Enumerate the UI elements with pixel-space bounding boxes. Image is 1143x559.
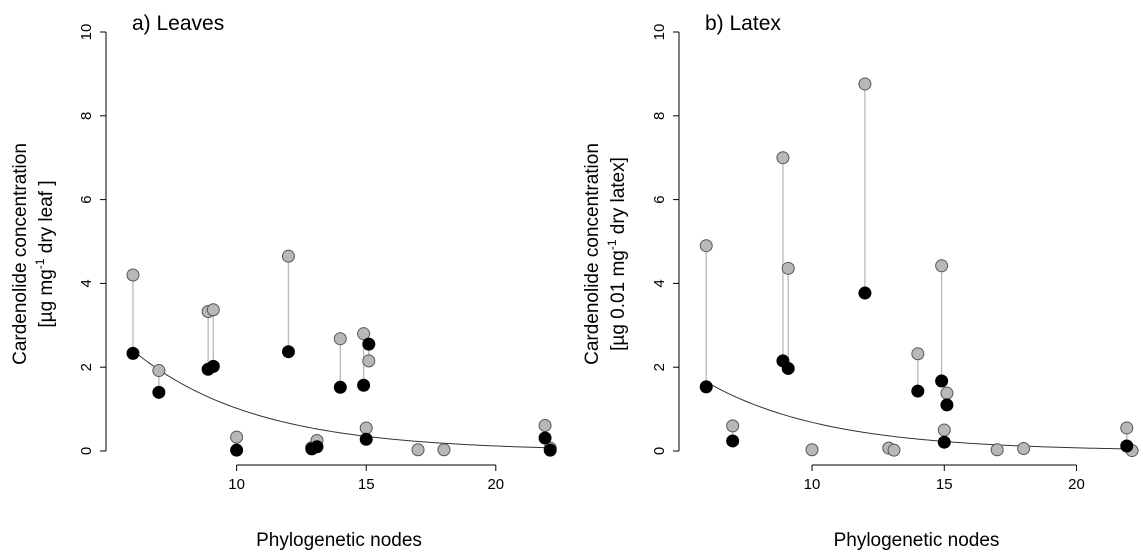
x-tick-label: 20 <box>487 476 504 493</box>
panel-latex: 0 2 4 6 8 10 10 15 20 b) Latex Phylogenetic nodes C… <box>582 12 1139 551</box>
data-point-black <box>538 431 552 445</box>
data-point-black <box>937 435 951 449</box>
data-point-grey <box>1017 441 1031 455</box>
y-tick-label: 0 <box>78 447 95 455</box>
data-point-grey <box>911 347 925 361</box>
y-tick-label: 10 <box>78 24 95 41</box>
y-tick-label: 2 <box>651 363 668 371</box>
fit-curve <box>132 350 548 449</box>
y-tick-label: 6 <box>78 195 95 203</box>
y-axis-label-line2: [µg 0.01 mg-1 dry latex] <box>605 157 629 351</box>
data-point-grey <box>990 443 1004 457</box>
data-point-grey <box>726 419 740 433</box>
x-tick-label: 20 <box>1068 476 1085 493</box>
data-point-grey <box>206 303 220 317</box>
data-point-black <box>359 432 373 446</box>
y-tick-label: 6 <box>651 195 668 203</box>
data-point-grey <box>362 354 376 368</box>
data-point-black <box>699 380 713 394</box>
fit-curve <box>705 381 1130 450</box>
y-tick-label: 8 <box>78 112 95 120</box>
data-point-grey <box>858 77 872 91</box>
data-point-grey <box>781 261 795 275</box>
data-point-black <box>281 345 295 359</box>
data-point-black <box>362 337 376 351</box>
data-point-grey <box>126 268 140 282</box>
data-point-grey <box>776 151 790 165</box>
data-point-grey <box>333 332 347 346</box>
panel-title: b) Latex <box>705 12 781 35</box>
x-tick-label: 10 <box>804 476 821 493</box>
panel-leaves: 0 2 4 6 8 10 10 15 20 a) Leaves Phylogenetic nodes… <box>10 12 557 551</box>
y-axis-label-line2: [µg mg-1 dry leaf ] <box>33 180 57 327</box>
y-axis-label-line1: Cardenolide concentration <box>582 143 603 365</box>
x-tick-label: 10 <box>228 476 245 493</box>
x-tick-label: 15 <box>936 476 953 493</box>
data-point-grey <box>699 239 713 253</box>
data-point-grey <box>357 327 371 341</box>
data-point-black <box>726 434 740 448</box>
y-axis-label-line1: Cardenolide concentration <box>10 143 31 365</box>
data-point-black <box>152 385 166 399</box>
data-point-grey <box>937 423 951 437</box>
data-point-grey <box>230 430 244 444</box>
y-tick-label: 2 <box>78 363 95 371</box>
y-tick-label: 4 <box>651 279 668 287</box>
x-axis-label: Phylogenetic nodes <box>834 530 1000 551</box>
data-point-grey <box>805 443 819 457</box>
data-point-grey <box>152 364 166 378</box>
data-point-black <box>1120 439 1134 453</box>
y-label-suffix: dry leaf ] <box>36 180 57 258</box>
data-point-black <box>126 346 140 360</box>
data-point-grey <box>538 418 552 432</box>
y-tick-label: 10 <box>651 24 668 41</box>
data-point-grey <box>1120 421 1134 435</box>
y-tick-label: 4 <box>78 279 95 287</box>
data-point-grey <box>281 249 295 263</box>
y-tick-label: 8 <box>651 112 668 120</box>
y-label-suffix: dry latex] <box>608 157 629 239</box>
data-point-black <box>781 361 795 375</box>
data-point-black <box>230 443 244 457</box>
panel-title: a) Leaves <box>132 12 224 35</box>
data-point-grey <box>887 443 901 457</box>
data-point-black <box>310 440 324 454</box>
data-point-grey <box>935 259 949 273</box>
data-point-grey <box>359 421 373 435</box>
data-point-black <box>333 380 347 394</box>
data-point-black <box>935 374 949 388</box>
data-point-grey <box>437 443 451 457</box>
y-label-superscript: -1 <box>33 258 47 269</box>
y-tick-label: 0 <box>651 447 668 455</box>
data-point-black <box>911 384 925 398</box>
y-label-unit: [µg mg <box>36 269 57 327</box>
data-point-black <box>357 378 371 392</box>
data-point-black <box>543 443 557 457</box>
x-axis-label: Phylogenetic nodes <box>256 530 422 551</box>
data-point-black <box>940 398 954 412</box>
data-point-grey <box>940 386 954 400</box>
x-tick-label: 15 <box>358 476 375 493</box>
data-point-black <box>206 359 220 373</box>
data-point-black <box>858 286 872 300</box>
y-label-unit: [µg 0.01 mg <box>608 250 629 351</box>
data-point-grey <box>411 443 425 457</box>
y-label-superscript: -1 <box>605 239 619 250</box>
